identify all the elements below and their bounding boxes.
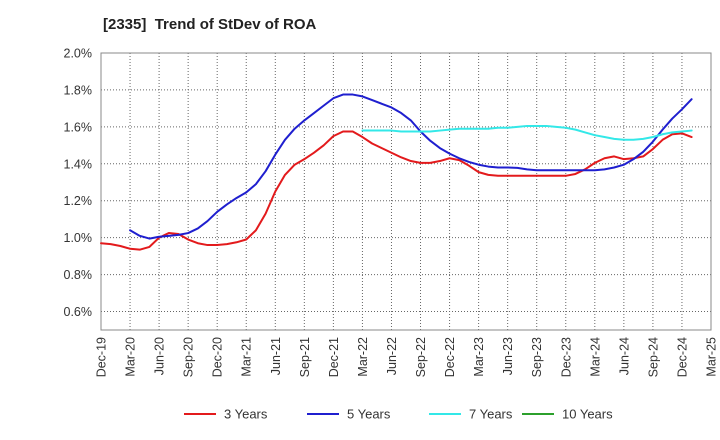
x-tick-label: Dec-19 [95,337,109,377]
x-tick-label: Mar-23 [472,337,486,377]
x-tick-label: Jun-23 [501,337,515,375]
x-tick-label: Mar-22 [356,337,370,377]
legend-label: 7 Years [469,407,513,422]
x-tick-label: Sep-22 [414,337,428,377]
x-tick-label: Mar-20 [124,337,138,377]
x-tick-label: Mar-25 [705,337,719,377]
axis-layer: 0.6% 0.8% 1.0% 1.2% 1.4% 1.6% 1.8% 2.0% Dec-19 Ma… [64,47,719,378]
series-line-5-years [129,93,693,240]
chart-title: [2335] Trend of StDev of ROA [103,16,317,33]
y-tick-label: 0.6% [64,305,93,319]
x-tick-label: Dec-24 [675,337,689,377]
series-layer [100,93,693,251]
x-tick-label: Dec-20 [211,337,225,377]
legend: 3 Years 5 Years 7 Years 10 Years [184,407,613,422]
grid-layer [101,53,711,330]
x-tick-label: Jun-22 [385,337,399,375]
x-tick-label: Dec-23 [559,337,573,377]
x-tick-label: Mar-24 [588,337,602,377]
x-tick-label: Sep-24 [646,337,660,377]
y-tick-label: 1.0% [64,231,93,245]
y-tick-label: 1.6% [64,120,93,134]
legend-label: 10 Years [562,407,613,422]
series-line-3-years [100,130,693,251]
y-tick-label: 1.4% [64,157,93,171]
y-tick-label: 2.0% [64,47,93,61]
y-tick-label: 1.8% [64,83,93,97]
x-tick-label: Jun-24 [617,337,631,375]
series-line-7-years [361,124,693,141]
x-tick-label: Sep-21 [298,337,312,377]
legend-label: 5 Years [347,407,391,422]
x-tick-label: Sep-23 [530,337,544,377]
plot-frame [100,52,712,331]
x-tick-label: Dec-22 [443,337,457,377]
x-tick-label: Sep-20 [182,337,196,377]
x-tick-label: Jun-20 [153,337,167,375]
legend-label: 3 Years [224,407,268,422]
y-tick-label: 0.8% [64,268,93,282]
y-tick-label: 1.2% [64,194,93,208]
x-tick-label: Dec-21 [327,337,341,377]
x-tick-label: Jun-21 [269,337,283,375]
x-tick-label: Mar-21 [240,337,254,377]
